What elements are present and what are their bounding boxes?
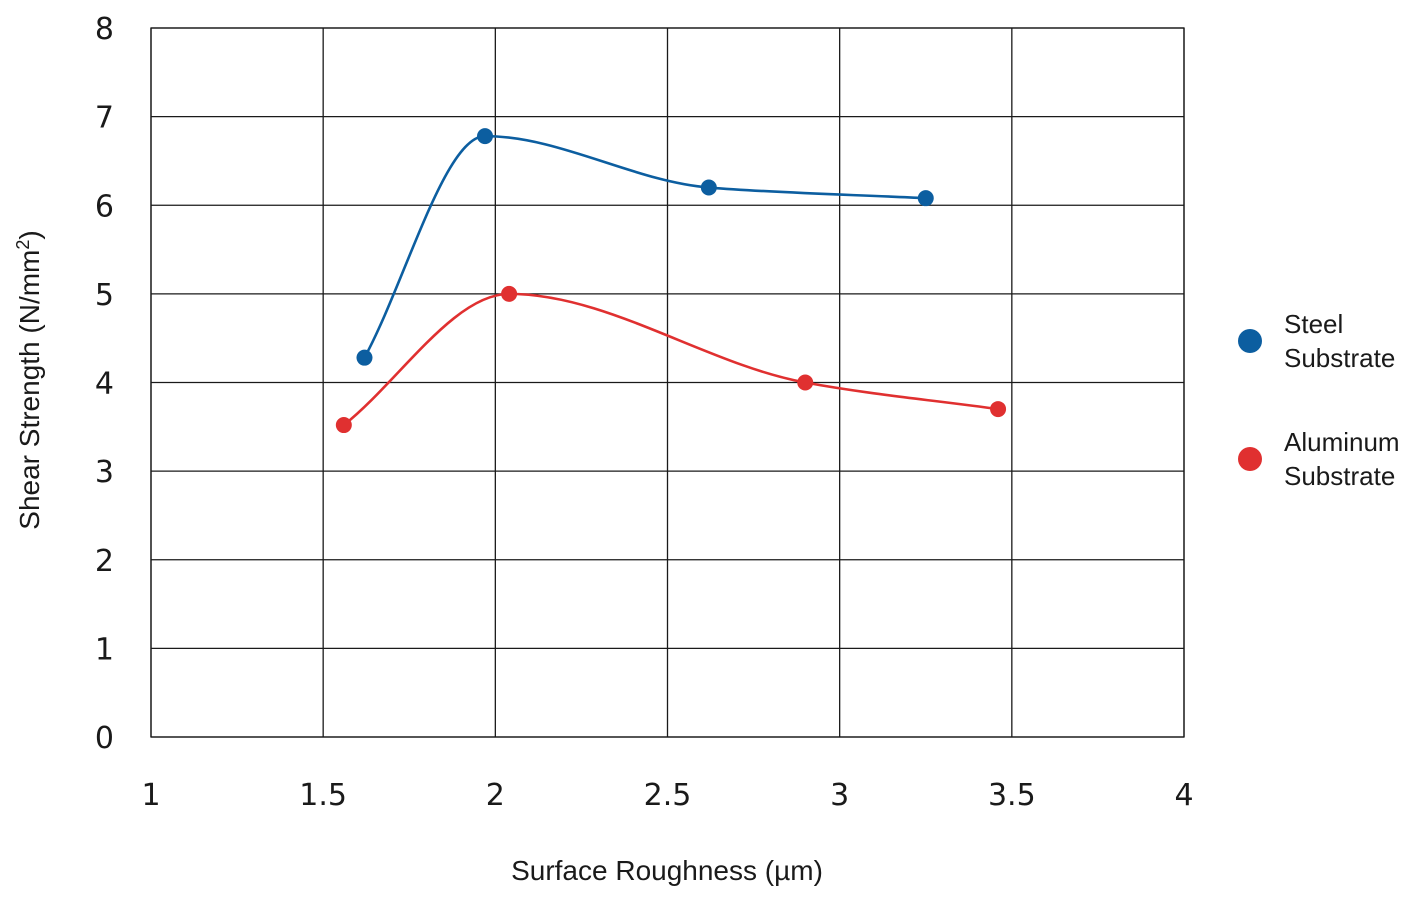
- x-tick-label: 2: [486, 778, 505, 813]
- steel-data-point: [917, 190, 934, 207]
- aluminum-data-point: [990, 401, 1007, 418]
- x-tick-label: 2.5: [644, 778, 692, 813]
- x-tick-label: 3: [830, 778, 849, 813]
- y-tick-label: 6: [95, 189, 114, 224]
- aluminum-legend-label: Aluminum: [1284, 427, 1400, 457]
- y-axis-title-superscript: 2: [13, 240, 33, 250]
- grid: [150, 27, 1185, 738]
- steel-data-point: [700, 179, 717, 196]
- steel-legend-label: Substrate: [1284, 343, 1395, 373]
- x-tick-label: 4: [1174, 778, 1193, 813]
- y-axis-title-main: Shear Strength (N/mm: [14, 250, 45, 530]
- y-tick-label: 2: [95, 544, 114, 579]
- aluminum-data-point: [335, 417, 352, 434]
- x-tick-label: 1.5: [299, 778, 347, 813]
- steel-legend-marker: [1238, 329, 1262, 353]
- y-axis-ticks: 0 1 2 3 4 5 6 7 8: [95, 12, 114, 756]
- y-tick-label: 1: [95, 632, 114, 667]
- y-tick-label: 5: [95, 278, 114, 313]
- aluminum-legend-label: Substrate: [1284, 461, 1395, 491]
- y-tick-label: 4: [95, 367, 114, 402]
- x-axis-title: Surface Roughness (µm): [511, 855, 823, 886]
- legend: Steel Substrate Aluminum Substrate: [1238, 309, 1400, 491]
- steel-series-line: [363, 134, 926, 359]
- plot-frame: [150, 27, 1185, 738]
- y-axis-title: Shear Strength (N/mm2): [13, 230, 45, 529]
- series-group: [335, 128, 1007, 434]
- aluminum-series-line: [343, 292, 999, 427]
- steel-data-point: [477, 128, 494, 145]
- aluminum-data-point: [501, 285, 518, 302]
- y-axis-title-close: ): [14, 230, 45, 239]
- y-tick-label: 8: [95, 12, 114, 47]
- x-axis-ticks: 1 1.5 2 2.5 3 3.5 4: [141, 778, 1193, 813]
- y-tick-label: 0: [95, 721, 114, 756]
- x-tick-label: 3.5: [988, 778, 1036, 813]
- x-tick-label: 1: [141, 778, 160, 813]
- steel-legend-label: Steel: [1284, 309, 1343, 339]
- steel-data-point: [356, 349, 373, 366]
- y-tick-label: 7: [95, 101, 114, 136]
- aluminum-data-point: [797, 374, 814, 391]
- aluminum-legend-marker: [1238, 447, 1262, 471]
- y-tick-label: 3: [95, 455, 114, 490]
